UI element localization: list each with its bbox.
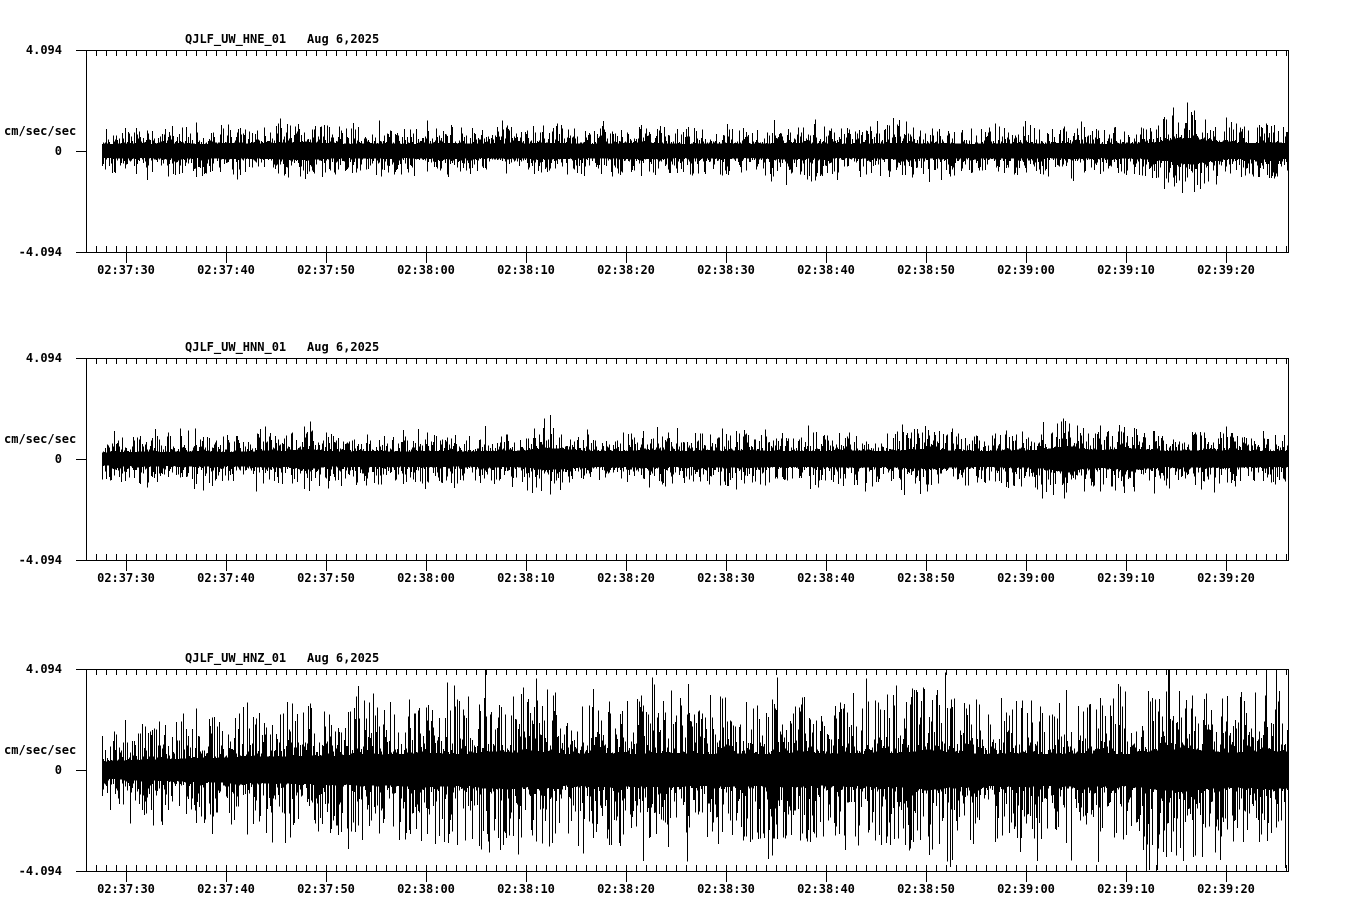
x-axis-tick-label: 02:37:50 [297, 882, 355, 896]
x-axis-tick-label: 02:37:30 [97, 263, 155, 277]
x-axis-tick-label: 02:38:10 [497, 263, 555, 277]
y-axis-max-label: 4.094 [25, 662, 62, 676]
panel-title-date: Aug 6,2025 [307, 651, 380, 665]
y-axis-max-label: 4.094 [25, 43, 62, 57]
x-axis-tick-label: 02:38:40 [797, 571, 855, 585]
x-axis-tick-label: 02:38:30 [697, 882, 755, 896]
x-axis-tick-label: 02:37:40 [197, 571, 255, 585]
x-axis-tick-label: 02:38:20 [597, 263, 655, 277]
x-axis-tick-label: 02:39:10 [1097, 882, 1155, 896]
x-axis-tick-label: 02:37:50 [297, 263, 355, 277]
x-axis-tick-label: 02:39:00 [997, 263, 1055, 277]
x-axis-tick-label: 02:38:00 [397, 882, 455, 896]
y-axis-unit-label: cm/sec/sec [4, 432, 77, 446]
x-axis-tick-label: 02:38:00 [397, 571, 455, 585]
y-axis-min-label: -4.094 [18, 864, 62, 878]
panel-axes-0 [76, 50, 1289, 263]
x-axis-tick-label: 02:37:30 [97, 571, 155, 585]
x-axis-tick-label: 02:37:40 [197, 263, 255, 277]
waveform-trace-1 [102, 415, 1288, 499]
y-axis-min-label: -4.094 [18, 553, 62, 567]
x-axis-tick-label: 02:38:20 [597, 571, 655, 585]
x-axis-tick-label: 02:39:20 [1197, 571, 1255, 585]
x-axis-tick-label: 02:39:10 [1097, 263, 1155, 277]
x-axis-tick-label: 02:38:50 [897, 882, 955, 896]
panel-title-station: QJLF_UW_HNZ_01 [185, 651, 287, 665]
y-axis-unit-label: cm/sec/sec [4, 743, 77, 757]
y-axis-zero-label: 0 [54, 763, 62, 777]
panel-axes-1 [76, 358, 1289, 571]
x-axis-tick-label: 02:38:50 [897, 571, 955, 585]
x-axis-tick-label: 02:38:10 [497, 882, 555, 896]
panel-title-station: QJLF_UW_HNN_01 [185, 340, 287, 354]
panel-title-station: QJLF_UW_HNE_01 [185, 32, 287, 46]
panel-title-date: Aug 6,2025 [307, 32, 380, 46]
x-axis-tick-label: 02:38:00 [397, 263, 455, 277]
x-axis-tick-label: 02:38:20 [597, 882, 655, 896]
panel-title-date: Aug 6,2025 [307, 340, 380, 354]
y-axis-min-label: -4.094 [18, 245, 62, 259]
y-axis-zero-label: 0 [54, 144, 62, 158]
panel-axes-2 [76, 669, 1289, 882]
waveform-trace-2 [102, 670, 1288, 870]
x-axis-tick-label: 02:39:20 [1197, 263, 1255, 277]
y-axis-max-label: 4.094 [25, 351, 62, 365]
x-axis-tick-label: 02:39:00 [997, 882, 1055, 896]
waveform-trace-0 [102, 102, 1288, 194]
x-axis-tick-label: 02:37:40 [197, 882, 255, 896]
x-axis-tick-label: 02:38:40 [797, 882, 855, 896]
x-axis-tick-label: 02:38:30 [697, 571, 755, 585]
x-axis-tick-label: 02:38:50 [897, 263, 955, 277]
x-axis-tick-label: 02:38:10 [497, 571, 555, 585]
x-axis-tick-label: 02:39:20 [1197, 882, 1255, 896]
x-axis-tick-label: 02:37:50 [297, 571, 355, 585]
y-axis-unit-label: cm/sec/sec [4, 124, 77, 138]
x-axis-tick-label: 02:37:30 [97, 882, 155, 896]
x-axis-tick-label: 02:38:40 [797, 263, 855, 277]
x-axis-tick-label: 02:39:00 [997, 571, 1055, 585]
x-axis-tick-label: 02:38:30 [697, 263, 755, 277]
y-axis-zero-label: 0 [54, 452, 62, 466]
x-axis-tick-label: 02:39:10 [1097, 571, 1155, 585]
